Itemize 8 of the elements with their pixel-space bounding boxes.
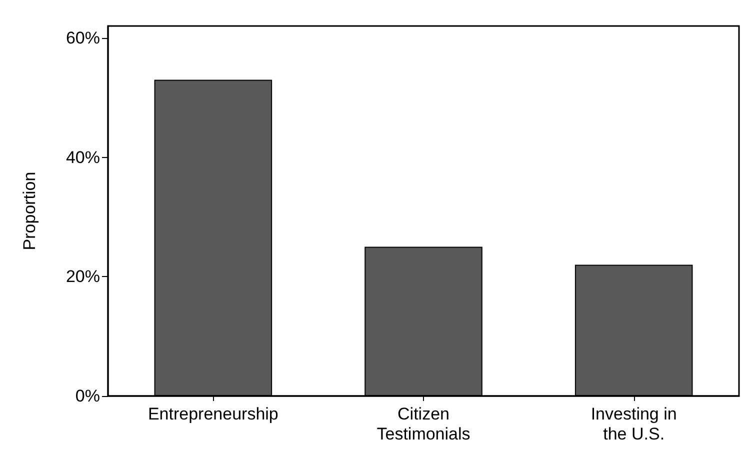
x-tick-label: Entrepreneurship [148,404,278,424]
y-axis-title: Proportion [20,172,39,250]
y-tick-label: 20% [66,267,100,286]
y-tick-label: 0% [75,386,100,406]
y-tick-label: 60% [66,28,100,48]
x-tick-label: Investing in the U.S. [590,404,677,444]
y-tick-label: 40% [66,148,100,167]
x-tick-label: Citizen Testimonials [376,404,470,444]
